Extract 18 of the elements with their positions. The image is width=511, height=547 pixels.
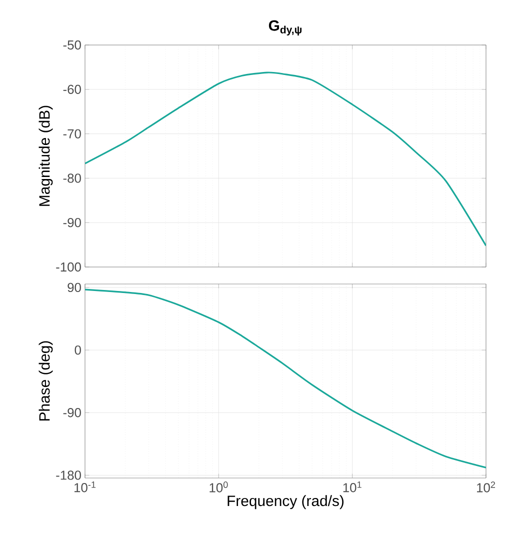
y-axis-title: Phase (deg)	[38, 341, 53, 420]
y-tick-label: -90	[63, 408, 81, 418]
y-axis-title: Magnitude (dB)	[38, 106, 53, 206]
x-tick-label: 10$^{0}$	[210, 482, 228, 492]
y-tick-label: -90	[63, 218, 81, 228]
y-tick-label: -100	[56, 262, 81, 272]
y-tick-label: -70	[63, 129, 81, 138]
y-tick-label: 0	[74, 345, 81, 355]
x-tick-label: 10$^{2}$	[477, 482, 496, 492]
chart-title: G$_{dy,ψ}$	[268, 20, 302, 36]
y-tick-label: -180	[56, 470, 81, 480]
y-tick-label: -60	[63, 84, 81, 94]
y-tick-label: 90	[68, 282, 81, 292]
y-tick-label: -50	[63, 40, 81, 50]
x-tick-label: 10$^{1}$	[343, 482, 362, 492]
y-tick-label: -80	[63, 174, 81, 183]
x-tick-label: 10$^{-1}$	[74, 482, 96, 492]
x-axis-title: Frequency (rad/s)	[228, 495, 344, 510]
